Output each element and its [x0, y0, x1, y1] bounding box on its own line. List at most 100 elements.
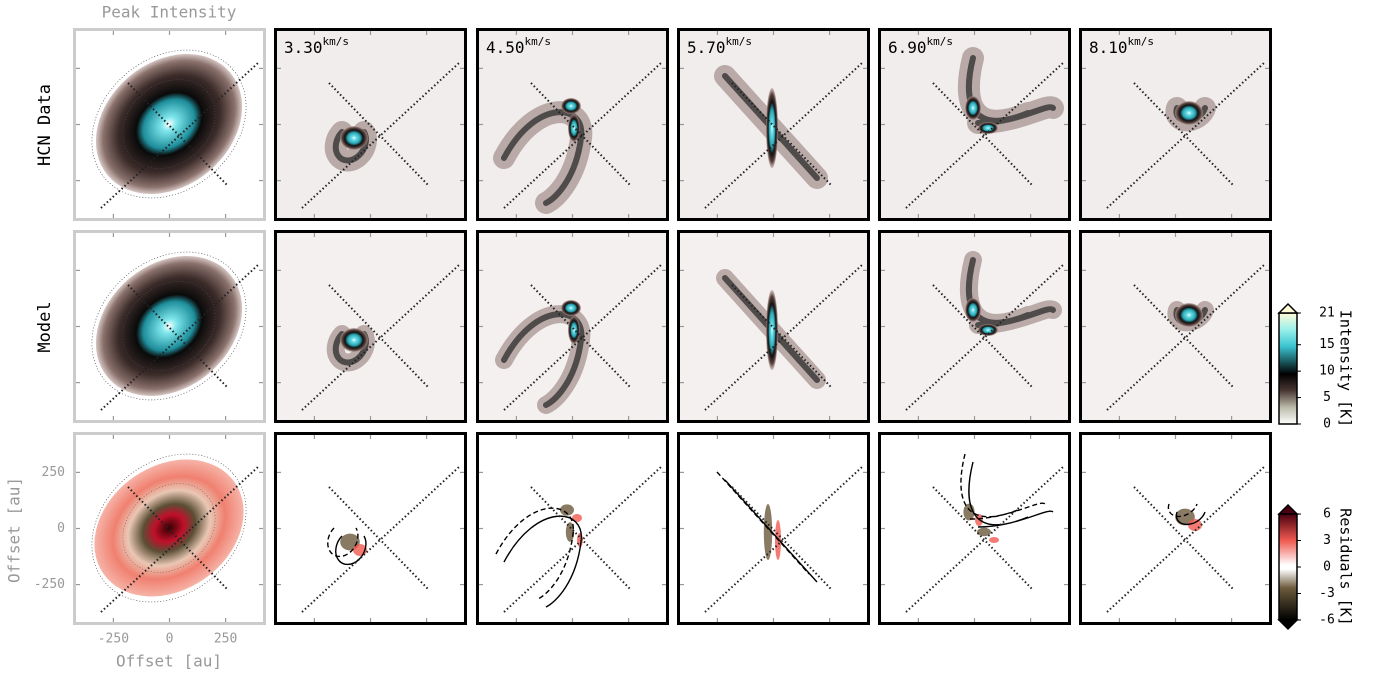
- major-axis: [1106, 466, 1265, 613]
- velocity-value: 8.10: [1089, 38, 1128, 57]
- emission-peak: [978, 324, 998, 336]
- panel-image: [91, 49, 259, 209]
- panel-frame: [73, 230, 266, 423]
- panel-image: [677, 28, 870, 221]
- velocity-unit: km/s: [525, 35, 552, 48]
- residual-patch: [572, 514, 582, 522]
- emission-peak: [568, 114, 580, 142]
- velocity-unit: km/s: [323, 35, 350, 48]
- panel-image: [274, 28, 467, 221]
- disk-outline: [122, 483, 216, 573]
- panel: -250 0 250 -250 0 250: [34, 432, 266, 647]
- panel-frame: [1079, 432, 1272, 625]
- panel: [878, 230, 1071, 423]
- colorbars: 0 5 10 15 21 Intensity [K] -6 -3 0 3 6 Residuals [K…: [1277, 302, 1355, 631]
- panel: 4.50km/s: [476, 28, 669, 221]
- colorbar-label: Intensity [K]: [1337, 310, 1355, 427]
- panel: [677, 230, 870, 423]
- colorbar-tick-label: 5: [1323, 390, 1331, 405]
- panel: 8.10km/s: [1079, 28, 1272, 221]
- velocity-unit: km/s: [927, 35, 954, 48]
- colorbar-extend: [1277, 302, 1299, 314]
- panel-frame: [476, 432, 669, 625]
- major-axis: [905, 466, 1064, 613]
- panel-image: [704, 466, 863, 613]
- velocity-value: 4.50: [486, 38, 525, 57]
- residual-patch: [763, 504, 773, 560]
- velocity-label: 5.70km/s: [687, 35, 752, 57]
- panel-frame: [476, 28, 669, 221]
- emission-peak: [561, 300, 581, 316]
- colorbar-tick-label: 21: [1319, 306, 1335, 321]
- panel: [274, 230, 467, 423]
- panel-image: [1106, 466, 1265, 613]
- panel-frame: [677, 28, 870, 221]
- panel-image: [1079, 28, 1272, 221]
- colorbar-tick-label: 15: [1319, 337, 1335, 352]
- panel-image: [1079, 230, 1272, 423]
- intensity-disk: [95, 53, 243, 195]
- colorbar-tick-label: 0: [1323, 560, 1331, 575]
- column-title: Peak Intensity: [102, 3, 237, 22]
- model-bg: [274, 230, 467, 423]
- x-tick-label: 250: [214, 632, 237, 647]
- panel-frame: [476, 230, 669, 423]
- panel-frame: [274, 230, 467, 423]
- panel: [476, 230, 669, 423]
- colorbar-tick-label: -6: [1319, 613, 1335, 628]
- major-axis: [704, 466, 863, 613]
- panel-frame: [274, 432, 467, 625]
- colorbar-tick-label: 6: [1323, 507, 1331, 522]
- panel: [1079, 432, 1272, 625]
- row-label: HCN Data: [35, 84, 55, 166]
- emission-peak: [766, 88, 778, 168]
- panel: [274, 432, 467, 625]
- velocity-value: 3.30: [284, 38, 323, 57]
- panel-image: [677, 230, 870, 423]
- emission-core: [501, 311, 585, 408]
- panel: [476, 432, 669, 625]
- residual-patch: [1188, 519, 1202, 531]
- velocity-label: 4.50km/s: [486, 35, 551, 57]
- emission-peak: [561, 98, 581, 114]
- panel: 6.90km/s: [878, 28, 1071, 221]
- intensity-disk: [95, 255, 243, 397]
- panel-image: [91, 251, 259, 411]
- panel-image: [301, 466, 460, 613]
- disk-outline: [122, 281, 216, 371]
- panel: 3.30km/s: [274, 28, 467, 221]
- surface-model: [960, 453, 1046, 520]
- surface-model: [716, 471, 810, 575]
- panel-frame: [73, 432, 266, 625]
- residual-patch: [989, 537, 999, 543]
- panel-image: [476, 28, 669, 221]
- emission-peak: [1175, 101, 1203, 125]
- panel: [73, 230, 266, 423]
- velocity-unit: km/s: [726, 35, 753, 48]
- y-tick-label: 0: [57, 521, 65, 536]
- y-tick-label: -250: [34, 577, 65, 592]
- surface-model: [1167, 503, 1198, 518]
- panel-image: [905, 453, 1064, 613]
- velocity-label: 3.30km/s: [284, 35, 349, 57]
- emission-peak: [340, 328, 368, 352]
- disk-outline: [91, 49, 247, 199]
- colorbar-tick-label: -3: [1319, 586, 1335, 601]
- panel-frame: [878, 432, 1071, 625]
- colorbar-extend: [1277, 619, 1299, 631]
- panel-frame: [677, 432, 870, 625]
- velocity-label: 6.90km/s: [888, 35, 953, 57]
- velocity-value: 5.70: [687, 38, 726, 57]
- velocity-label: 8.10km/s: [1089, 35, 1154, 57]
- panel-frame: [677, 230, 870, 423]
- velocity-unit: km/s: [1128, 35, 1155, 48]
- panel-frame: [878, 230, 1071, 423]
- emission-peak: [568, 316, 580, 344]
- panel-frame: [73, 28, 266, 221]
- velocity-value: 6.90: [888, 38, 927, 57]
- panel-image: [878, 28, 1071, 221]
- colorbar-label: Residuals [K]: [1337, 508, 1355, 625]
- residual-patch: [977, 527, 991, 537]
- panel-image: [476, 230, 669, 423]
